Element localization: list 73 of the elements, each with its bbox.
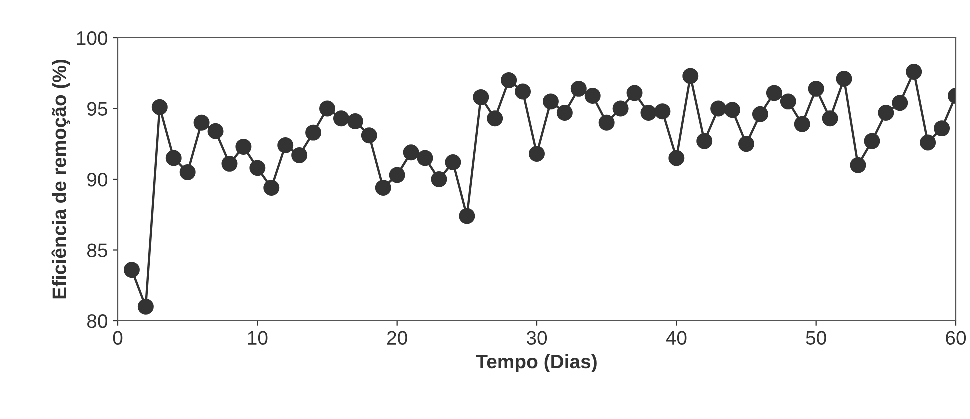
point <box>208 123 224 140</box>
point <box>515 84 532 100</box>
point <box>822 110 838 127</box>
point <box>682 68 699 84</box>
x-tick-label: 0 <box>113 331 123 346</box>
point <box>417 150 434 166</box>
point <box>766 85 782 102</box>
point <box>696 133 713 150</box>
y-tick-label: 95 <box>88 102 108 116</box>
x-tick-label: 40 <box>666 331 687 346</box>
point <box>654 104 671 120</box>
point <box>836 71 852 88</box>
point <box>808 80 824 97</box>
x-tick-label: 10 <box>248 331 268 346</box>
point <box>278 138 294 154</box>
point <box>850 157 866 174</box>
point <box>445 154 462 171</box>
point <box>626 85 643 102</box>
point <box>375 180 392 196</box>
point <box>487 110 504 127</box>
point <box>598 114 615 131</box>
point <box>556 105 573 121</box>
point <box>724 102 741 118</box>
point <box>920 134 936 151</box>
point <box>542 94 559 110</box>
point <box>738 136 754 152</box>
point <box>459 208 476 224</box>
point <box>403 144 420 161</box>
point <box>361 128 378 144</box>
y-tick-label: 90 <box>88 172 108 187</box>
point <box>306 124 322 141</box>
point <box>138 298 154 315</box>
y-tick-label: 100 <box>77 31 108 46</box>
point <box>906 64 922 80</box>
point <box>152 99 168 116</box>
x-tick-label: 50 <box>806 331 826 346</box>
point <box>794 116 810 132</box>
point <box>878 105 894 121</box>
point <box>166 150 182 166</box>
x-axis-title: Tempo (Dias) <box>476 354 597 373</box>
point <box>320 100 336 117</box>
point <box>236 138 252 155</box>
point <box>333 110 350 127</box>
point <box>180 164 196 180</box>
point <box>250 160 266 176</box>
point <box>292 147 308 164</box>
point <box>864 133 880 150</box>
y-axis-title: Eficiência de remoção (%) <box>52 60 70 299</box>
point <box>780 94 796 110</box>
point <box>473 89 490 106</box>
point <box>431 172 448 188</box>
point <box>222 156 238 172</box>
x-tick-label: 60 <box>946 331 966 346</box>
point <box>668 150 685 166</box>
point <box>584 88 601 104</box>
point <box>612 100 629 117</box>
point <box>640 105 657 121</box>
point <box>892 95 908 112</box>
point <box>529 146 545 162</box>
point <box>934 120 950 137</box>
y-tick-label: 80 <box>87 314 108 328</box>
point <box>570 80 587 97</box>
x-tick-label: 20 <box>388 331 408 346</box>
x-tick-label: 30 <box>526 331 548 346</box>
point <box>752 106 768 122</box>
point <box>389 167 406 184</box>
point <box>264 180 280 196</box>
point <box>194 114 210 131</box>
y-tick-label: 85 <box>87 244 108 258</box>
point <box>124 262 140 278</box>
point <box>710 100 727 117</box>
point <box>347 114 364 130</box>
point <box>501 72 518 88</box>
